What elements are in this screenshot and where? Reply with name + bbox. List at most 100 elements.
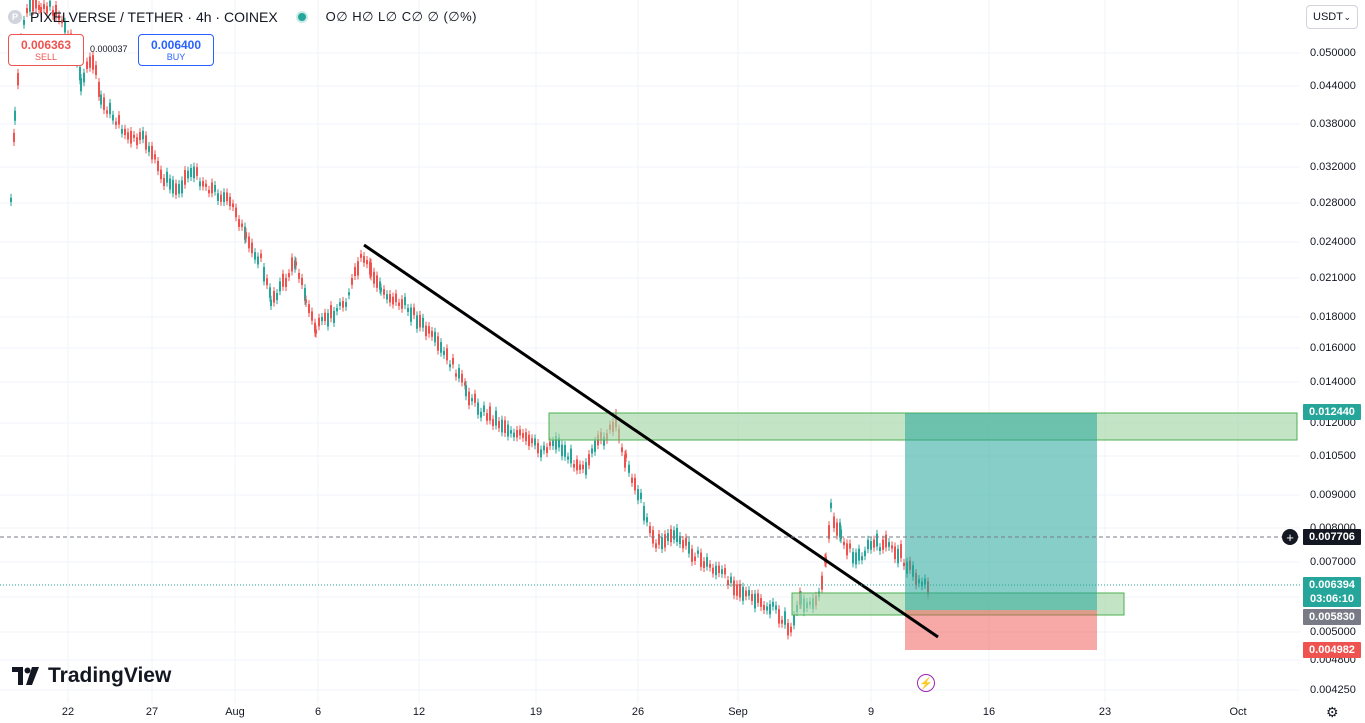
candle-body	[855, 552, 857, 565]
candle-body	[879, 547, 881, 551]
candle-body	[760, 598, 762, 607]
currency-select[interactable]: USDT ⌄	[1306, 5, 1358, 29]
price-tick-label: 0.005000	[1310, 626, 1356, 638]
buy-button[interactable]: 0.006400 BUY	[138, 34, 214, 66]
candle-body	[664, 534, 666, 548]
candle-body	[543, 445, 545, 451]
candle-body	[870, 541, 872, 550]
candle-body	[679, 536, 681, 545]
candle-body	[585, 462, 587, 475]
candle-body	[498, 421, 500, 429]
candle-body	[311, 311, 313, 321]
candle-body	[89, 56, 91, 68]
candle-body	[730, 576, 732, 583]
candle-body	[769, 604, 771, 615]
candle-body	[628, 464, 630, 473]
candle-body	[706, 557, 708, 567]
price-tick-label: 0.009000	[1310, 489, 1356, 501]
candle-body	[843, 541, 845, 546]
candle-body	[754, 593, 756, 609]
candle-body	[193, 166, 195, 179]
candle-body	[483, 405, 485, 413]
lightning-icon[interactable]: ⚡	[917, 674, 935, 692]
symbol-title[interactable]: PIXELVERSE / TETHER · 4h · COINEX	[30, 9, 278, 25]
candle-body	[724, 568, 726, 575]
candle-body	[413, 307, 415, 316]
symbol-header: P PIXELVERSE / TETHER · 4h · COINEX O∅ H…	[8, 6, 477, 28]
candle-body	[637, 488, 639, 501]
candle-body	[649, 525, 651, 534]
candle-body	[83, 72, 85, 83]
candle-body	[573, 463, 575, 468]
candle-body	[772, 601, 774, 607]
price-axis[interactable]: 0.050000 0.044000 0.038000 0.032000 0.028000…	[1300, 0, 1365, 703]
candle-body	[13, 132, 15, 142]
candle-body	[624, 454, 626, 468]
candle-body	[603, 436, 605, 446]
candle-body	[516, 429, 518, 438]
candle-body	[226, 192, 228, 202]
candle-body	[298, 272, 300, 279]
time-axis[interactable]: 22 27 Aug 6 12 19 26 Sep 9 16 23 Oct	[0, 703, 1300, 723]
candle-body	[217, 193, 219, 201]
candle-body	[324, 312, 326, 321]
candle-body	[546, 447, 548, 454]
candle-body	[434, 331, 436, 343]
settings-gear-icon[interactable]: ⚙	[1326, 704, 1339, 720]
candle-body	[828, 525, 830, 539]
candle-body	[376, 275, 378, 288]
price-tag: 03:06:10	[1303, 591, 1361, 607]
sell-button[interactable]: 0.006363 SELL	[8, 34, 84, 66]
candle-body	[112, 114, 114, 121]
candle-body	[501, 419, 503, 433]
candle-body	[80, 78, 82, 92]
price-tick-label: 0.021000	[1310, 272, 1356, 284]
trend-line[interactable]	[363, 243, 939, 639]
candle-body	[787, 623, 789, 636]
candle-body	[151, 145, 153, 160]
position-target-zone[interactable]	[905, 413, 1097, 610]
candle-body	[685, 537, 687, 546]
candle-body	[251, 242, 253, 254]
candle-body	[540, 449, 542, 458]
candle-body	[205, 183, 207, 187]
candle-body	[279, 281, 281, 292]
candle-body	[100, 94, 102, 105]
candle-body	[379, 281, 381, 290]
candle-body	[257, 256, 259, 265]
chart-canvas[interactable]	[0, 0, 1300, 703]
candle-body	[184, 170, 186, 185]
candle-body	[314, 322, 316, 333]
candle-body	[461, 373, 463, 383]
candle-body	[766, 606, 768, 611]
price-tick-label: 0.007000	[1310, 556, 1356, 568]
candle-body	[882, 539, 884, 550]
price-tick-label: 0.018000	[1310, 311, 1356, 323]
candle-body	[103, 97, 105, 110]
spread-value: 0.000037	[90, 44, 128, 54]
candle-body	[700, 552, 702, 567]
chart-area[interactable]	[0, 0, 1300, 703]
position-stop-zone[interactable]	[905, 610, 1097, 650]
candle-body	[139, 132, 141, 141]
candle-body	[836, 522, 838, 536]
add-alert-plus-icon[interactable]: +	[1282, 529, 1298, 545]
candle-body	[169, 178, 171, 190]
candle-body	[389, 294, 391, 303]
candle-body	[130, 131, 132, 144]
candle-body	[691, 548, 693, 562]
price-tick-label: 0.004250	[1310, 684, 1356, 696]
candle-body	[254, 252, 256, 260]
candle-body	[894, 546, 896, 560]
candle-body	[26, 8, 28, 14]
price-tag: 0.004982	[1303, 642, 1361, 658]
time-tick-label: 27	[145, 706, 159, 718]
candle-body	[118, 115, 120, 125]
candle-body	[697, 550, 699, 554]
candle-body	[321, 316, 323, 322]
ohlc-values: O∅ H∅ L∅ C∅ ∅ (∅%)	[325, 9, 478, 24]
candle-body	[190, 167, 192, 178]
candle-body	[784, 611, 786, 625]
candle-body	[98, 81, 100, 97]
candle-body	[386, 294, 388, 300]
